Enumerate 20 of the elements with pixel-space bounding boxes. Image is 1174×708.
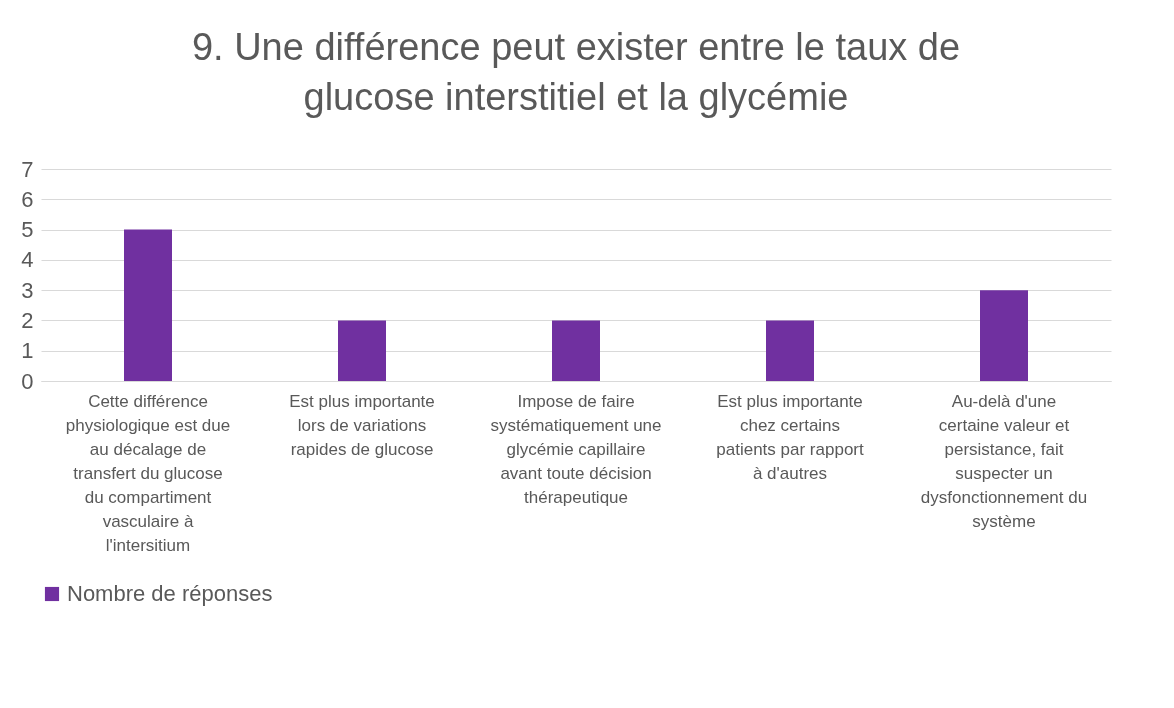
y-tick-label: 5 [21, 217, 34, 243]
y-tick-label: 4 [21, 247, 34, 273]
chart-title: 9. Une différence peut exister entre le taux de glucose interstitiel et la glycémie [191, 26, 961, 118]
bar [552, 320, 600, 381]
bar [124, 229, 172, 381]
bar [766, 320, 814, 381]
bar [980, 290, 1028, 381]
bar [338, 320, 386, 381]
y-tick-label: 3 [21, 277, 34, 303]
x-tick-label: Au-delà d'une certaine valeur et persistance, fait suspecter un dysfonctionnement du système [920, 391, 1088, 531]
x-tick-label: Est plus importante chez certains patients par rapport à d'autres [716, 391, 864, 483]
x-tick-label: Cette différence physiologique est due au décalage de transfert du glucose du compartiment vasculaire à l'intersitium [65, 391, 231, 555]
x-tick-label: Impose de faire systématiquement une glycémie capillaire avant toute décision thérapeutique [490, 391, 662, 507]
y-tick-label: 7 [21, 156, 34, 182]
y-tick-label: 0 [21, 368, 34, 394]
legend-label: Nombre de réponses [67, 581, 273, 606]
y-tick-label: 2 [21, 307, 34, 333]
y-tick-label: 1 [21, 338, 34, 364]
x-tick-label: Est plus importante lors de variations rapides de glucose [289, 391, 435, 459]
y-tick-label: 6 [21, 186, 34, 212]
